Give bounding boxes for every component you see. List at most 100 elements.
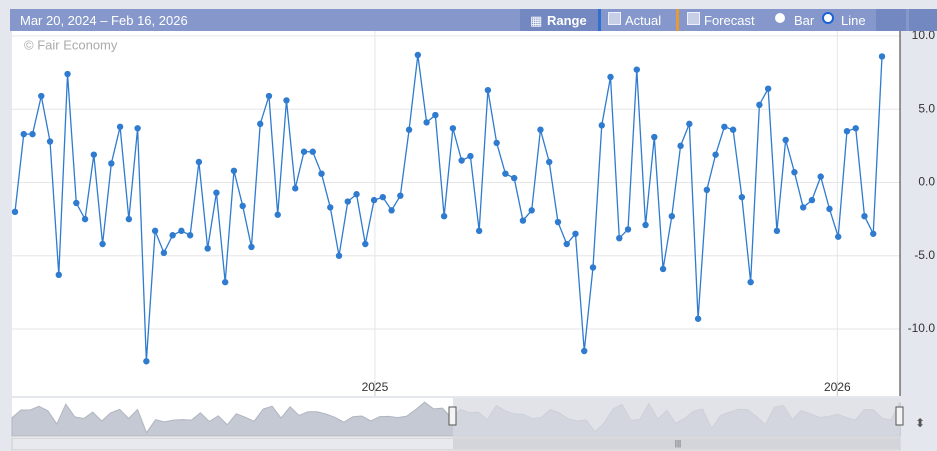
point bbox=[440, 212, 448, 220]
point bbox=[414, 51, 422, 59]
y-tick-label: -5.0 bbox=[914, 248, 935, 262]
bar-radio[interactable] bbox=[775, 13, 785, 23]
x-tick-label: 2026 bbox=[824, 380, 851, 394]
point bbox=[852, 125, 859, 132]
series-line bbox=[14, 54, 883, 362]
point bbox=[843, 127, 851, 135]
navigator-handle[interactable] bbox=[895, 406, 904, 426]
point bbox=[195, 158, 203, 166]
point bbox=[160, 249, 168, 257]
point bbox=[204, 245, 211, 252]
point bbox=[38, 92, 45, 100]
point bbox=[46, 138, 54, 145]
point bbox=[729, 126, 737, 133]
point bbox=[572, 230, 579, 237]
point bbox=[589, 264, 597, 271]
point bbox=[248, 243, 255, 251]
point bbox=[502, 170, 509, 177]
point bbox=[432, 111, 439, 119]
range-label[interactable]: Range bbox=[547, 13, 587, 28]
point bbox=[607, 73, 614, 81]
point bbox=[764, 85, 772, 92]
point bbox=[870, 230, 877, 237]
point bbox=[335, 252, 343, 259]
point bbox=[134, 125, 141, 132]
point bbox=[423, 119, 430, 126]
point bbox=[221, 278, 229, 286]
point bbox=[563, 240, 570, 248]
point bbox=[178, 227, 185, 235]
point bbox=[826, 205, 833, 213]
point bbox=[344, 198, 351, 205]
point bbox=[554, 218, 562, 226]
point bbox=[791, 169, 798, 176]
line-radio[interactable] bbox=[822, 12, 834, 24]
point bbox=[659, 265, 667, 273]
forecast-checkbox[interactable] bbox=[687, 12, 700, 25]
plot-area bbox=[12, 31, 900, 396]
point bbox=[694, 315, 702, 322]
date-range[interactable]: Mar 20, 2024 – Feb 16, 2026 bbox=[20, 13, 188, 28]
point bbox=[73, 199, 80, 207]
navigator-handle[interactable] bbox=[448, 406, 457, 426]
scrollbar-thumb[interactable] bbox=[453, 439, 900, 449]
point bbox=[747, 278, 754, 286]
point bbox=[81, 215, 89, 223]
actual-label[interactable]: Actual bbox=[625, 13, 662, 28]
point bbox=[239, 202, 246, 210]
point bbox=[99, 240, 106, 248]
bar-label[interactable]: Bar bbox=[794, 13, 815, 28]
point bbox=[116, 123, 124, 130]
point bbox=[493, 139, 500, 147]
point bbox=[467, 152, 474, 160]
point bbox=[11, 208, 19, 216]
navigator-mask bbox=[453, 398, 900, 438]
actual-marker bbox=[598, 9, 601, 31]
point bbox=[458, 157, 465, 164]
y-tick-label: 0.0 bbox=[918, 175, 935, 189]
point bbox=[90, 151, 98, 158]
range-button[interactable] bbox=[520, 9, 598, 31]
point bbox=[327, 204, 334, 211]
point bbox=[55, 271, 62, 279]
point bbox=[721, 123, 728, 130]
point bbox=[633, 66, 640, 73]
point bbox=[756, 101, 763, 109]
point bbox=[64, 70, 71, 78]
watermark: © Fair Economy bbox=[24, 37, 118, 52]
zoom-out[interactable] bbox=[909, 9, 937, 31]
forecast-label[interactable]: Forecast bbox=[704, 13, 755, 28]
zoom-in[interactable] bbox=[876, 9, 906, 31]
point bbox=[817, 173, 824, 180]
point bbox=[29, 130, 36, 138]
point bbox=[449, 125, 457, 132]
point bbox=[581, 347, 588, 355]
point bbox=[213, 189, 220, 196]
point bbox=[143, 358, 150, 365]
point bbox=[230, 167, 238, 174]
actual-checkbox[interactable] bbox=[608, 12, 621, 25]
point bbox=[397, 192, 404, 199]
point bbox=[318, 170, 325, 177]
point bbox=[642, 221, 649, 229]
point bbox=[546, 158, 553, 166]
point bbox=[292, 185, 299, 192]
point bbox=[257, 120, 264, 128]
point bbox=[861, 212, 868, 220]
point bbox=[537, 126, 544, 133]
point bbox=[703, 186, 711, 194]
point bbox=[484, 86, 492, 94]
point bbox=[309, 148, 316, 155]
point bbox=[169, 232, 176, 239]
chart: ||| ⬍ © Fair Economy 10.0 5.0 0.0 -5.0 -10.0… bbox=[11, 31, 936, 451]
forecast-marker bbox=[676, 9, 679, 31]
point bbox=[808, 196, 816, 204]
toolbar: Mar 20, 2024 – Feb 16, 2026 ▦ Range Actu… bbox=[10, 9, 937, 31]
point bbox=[405, 126, 413, 133]
navigator-arrows[interactable]: ⬍ bbox=[915, 416, 925, 430]
point bbox=[125, 215, 133, 223]
line-label[interactable]: Line bbox=[841, 13, 866, 28]
point bbox=[370, 196, 378, 204]
y-tick-label: 10.0 bbox=[912, 31, 936, 42]
scrollbar-grip: ||| bbox=[675, 439, 681, 448]
